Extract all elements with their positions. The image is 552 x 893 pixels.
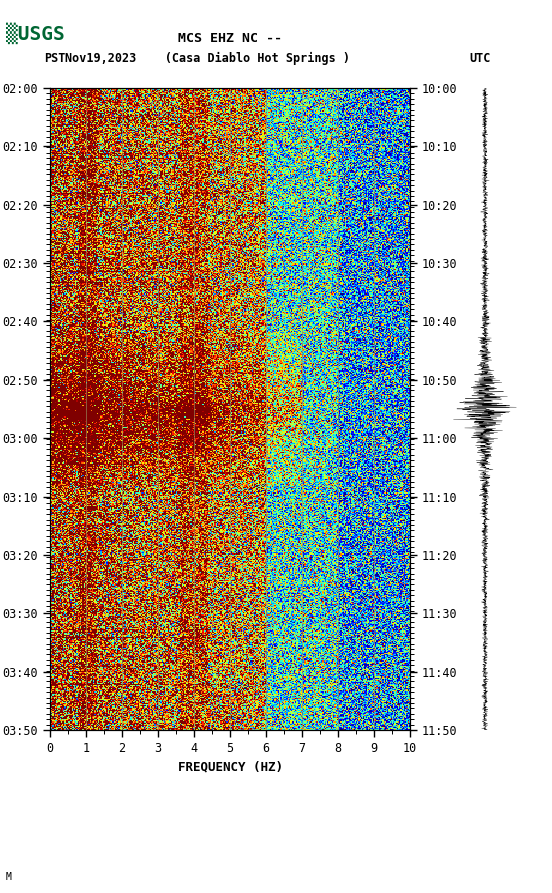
- Text: Nov19,2023    (Casa Diablo Hot Springs ): Nov19,2023 (Casa Diablo Hot Springs ): [66, 52, 351, 64]
- Text: MCS EHZ NC --: MCS EHZ NC --: [178, 31, 282, 45]
- X-axis label: FREQUENCY (HZ): FREQUENCY (HZ): [178, 760, 283, 773]
- Text: M: M: [6, 872, 12, 882]
- Text: UTC: UTC: [470, 52, 491, 64]
- Text: PST: PST: [44, 52, 66, 64]
- Text: ▒USGS: ▒USGS: [6, 22, 64, 44]
